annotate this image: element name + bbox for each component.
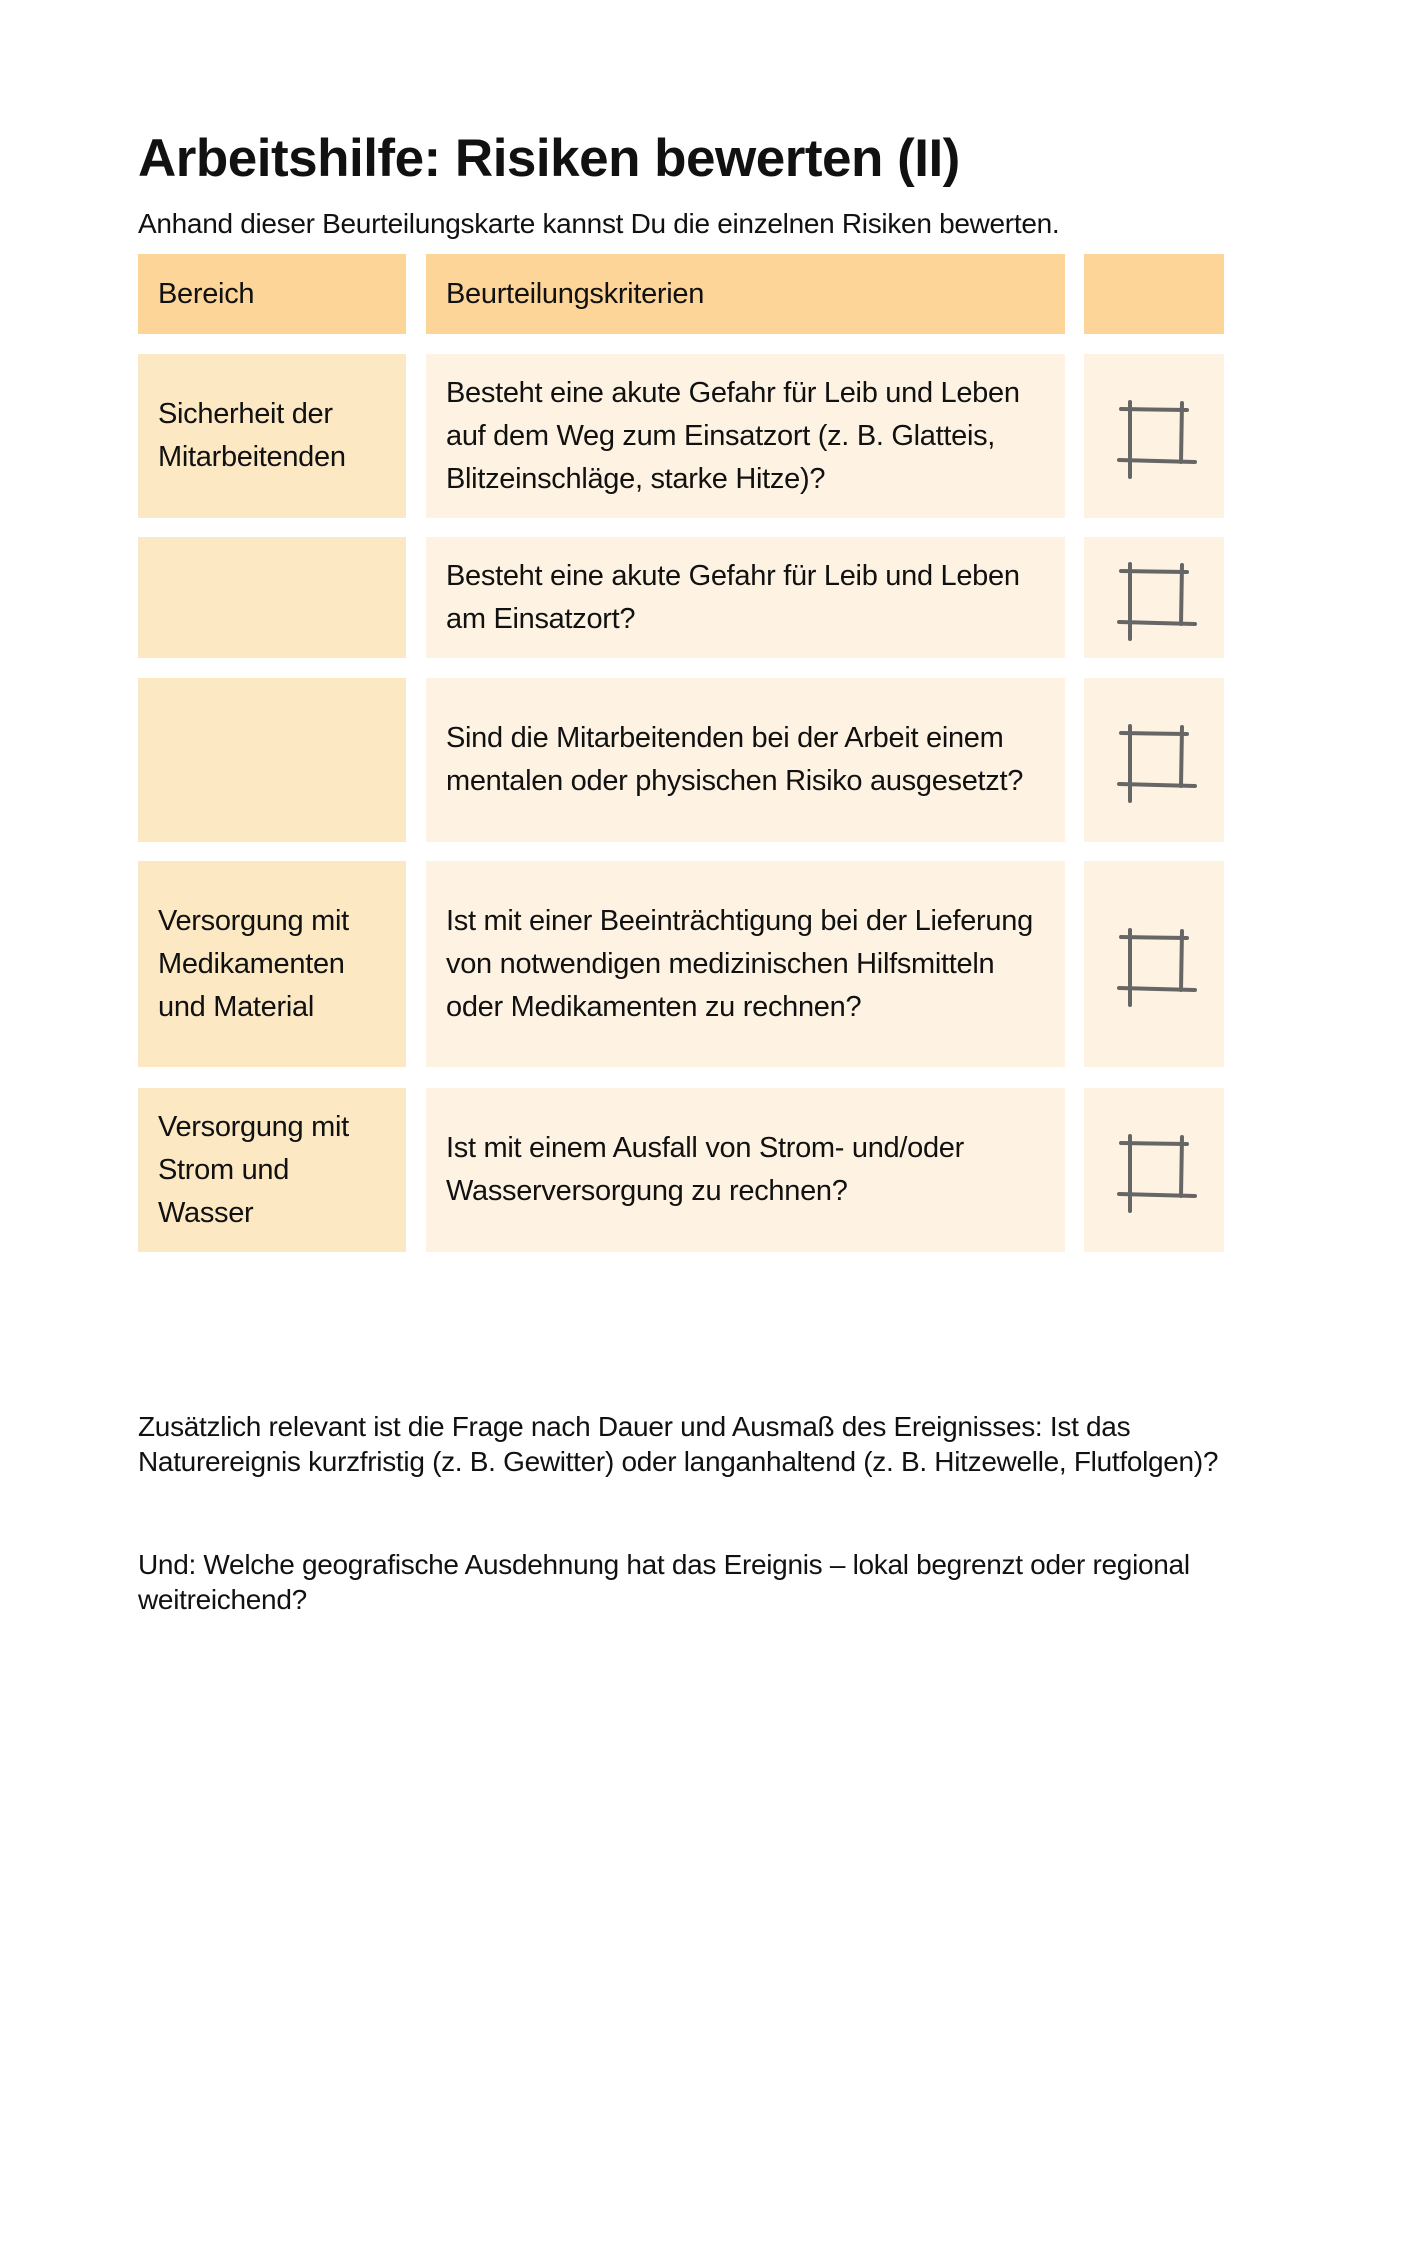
area-cell <box>138 678 406 842</box>
checkbox-icon <box>1117 928 1197 1007</box>
note-paragraph-2: Und: Welche geografische Ausdehnung hat … <box>138 1549 1190 1615</box>
checkbox[interactable] <box>1084 861 1224 1067</box>
checkbox-icon <box>1117 561 1197 641</box>
note-paragraph-1: Zusätzlich relevant ist die Frage nach D… <box>138 1411 1219 1477</box>
criteria-cell: Ist mit einer Beeinträchtigung bei der L… <box>426 861 1065 1067</box>
area-cell <box>138 537 406 658</box>
checkbox[interactable] <box>1084 678 1224 842</box>
criteria-cell: Ist mit einem Ausfall von Strom- und/ode… <box>426 1088 1065 1252</box>
header-kriterien: Beurteilungskriterien <box>426 254 1065 334</box>
header-bereich: Bereich <box>138 254 406 334</box>
criteria-cell: Besteht eine akute Gefahr für Leib und L… <box>426 354 1065 518</box>
checkbox-icon <box>1117 1134 1197 1213</box>
page-title: Arbeitshilfe: Risiken bewerten (II) <box>138 129 960 188</box>
criteria-cell: Besteht eine akute Gefahr für Leib und L… <box>426 537 1065 658</box>
checkbox-icon <box>1117 724 1197 803</box>
page-subtitle: Anhand dieser Beurteilungskarte kannst D… <box>138 208 1060 239</box>
area-cell: Versorgung mit Medikamenten und Material <box>138 861 406 1067</box>
area-cell: Sicherheit der Mitarbeitenden <box>138 354 406 518</box>
checkbox-icon <box>1117 400 1197 479</box>
checkbox[interactable] <box>1084 537 1224 658</box>
header-check <box>1084 254 1224 334</box>
checkbox[interactable] <box>1084 1088 1224 1252</box>
area-cell: Versorgung mit Strom und Wasser <box>138 1088 406 1252</box>
checkbox[interactable] <box>1084 354 1224 518</box>
criteria-cell: Sind die Mitarbeitenden bei der Arbeit e… <box>426 678 1065 842</box>
